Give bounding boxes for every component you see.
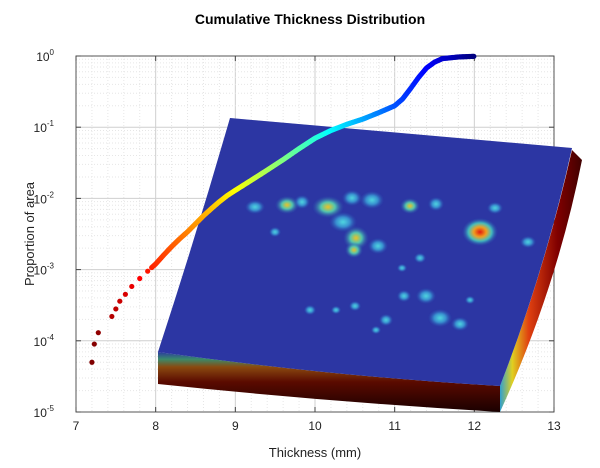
data-point	[122, 291, 128, 297]
surface-top	[158, 118, 572, 386]
data-point	[113, 306, 119, 312]
y-tick-label: 10-2	[34, 190, 55, 206]
x-tick-label: 10	[308, 419, 322, 433]
x-tick-label: 12	[468, 419, 482, 433]
x-tick-label: 13	[547, 419, 561, 433]
y-tick-label: 10-5	[34, 404, 55, 420]
x-axis-label: Thickness (mm)	[269, 445, 361, 460]
x-tick-label: 7	[73, 419, 80, 433]
x-tick-label: 8	[152, 419, 159, 433]
x-tick-label: 11	[388, 419, 401, 433]
data-point	[91, 341, 97, 347]
data-point	[117, 298, 123, 304]
data-point	[471, 53, 477, 59]
y-tick-label: 10-4	[34, 333, 55, 349]
surface-slab-side	[500, 150, 582, 412]
data-point	[89, 359, 95, 365]
axis-ticks	[75, 55, 555, 413]
y-axis-label: Proportion of area	[22, 181, 37, 286]
surface-bumps	[245, 190, 536, 334]
data-point	[137, 275, 143, 282]
x-tick-label: 9	[232, 419, 239, 433]
surface-slab-front	[158, 352, 500, 412]
data-point	[145, 268, 151, 274]
y-tick-label: 10-1	[34, 119, 55, 135]
y-tick-label: 10-3	[34, 262, 55, 278]
cumulative-distribution-points	[89, 53, 477, 365]
data-point	[109, 313, 115, 320]
data-point	[95, 330, 101, 336]
surface-sheen	[158, 118, 572, 386]
chart-title: Cumulative Thickness Distribution	[195, 11, 425, 27]
y-tick-labels: 10-5 10-4 10-3 10-2 10-1 100	[34, 48, 55, 420]
data-point	[129, 283, 135, 290]
thickness-surface-inset	[158, 118, 582, 412]
x-tick-labels: 7 8 9 10 11 12 13	[73, 419, 561, 433]
y-tick-label: 100	[36, 48, 54, 64]
